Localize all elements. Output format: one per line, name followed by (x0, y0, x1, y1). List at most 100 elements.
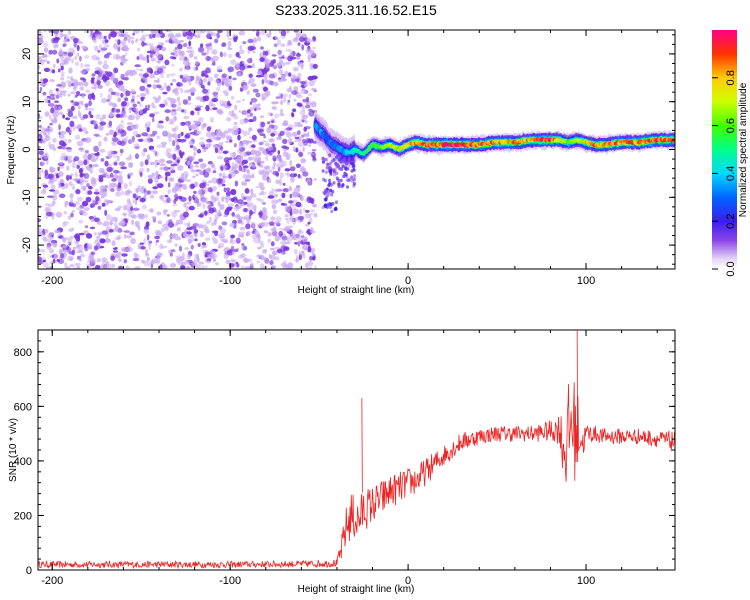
noise-speckle (67, 215, 72, 220)
noise-speckle (68, 181, 73, 187)
noise-speckle (144, 159, 149, 166)
noise-speckle (113, 161, 118, 166)
noise-speckle (129, 172, 134, 176)
colorbar-tick-label: 0.6 (725, 118, 737, 133)
signal-streak (328, 162, 332, 166)
noise-speckle (195, 173, 199, 177)
noise-speckle (253, 115, 257, 122)
noise-speckle (149, 161, 155, 166)
noise-speckle (307, 260, 314, 267)
noise-speckle (267, 112, 272, 115)
noise-speckle (43, 30, 47, 33)
noise-speckle (260, 160, 265, 164)
noise-speckle (299, 110, 306, 116)
noise-speckle (308, 217, 313, 224)
noise-speckle (247, 50, 251, 54)
noise-speckle (64, 202, 69, 207)
noise-speckle (61, 145, 68, 151)
noise-speckle (182, 232, 187, 237)
noise-speckle (38, 227, 43, 234)
noise-speckle (49, 97, 56, 100)
noise-speckle (129, 231, 135, 236)
noise-speckle (114, 207, 121, 212)
noise-speckle (76, 52, 80, 57)
noise-speckle (111, 102, 118, 108)
noise-speckle (188, 205, 195, 211)
noise-speckle (261, 214, 268, 221)
noise-speckle (76, 265, 81, 269)
noise-speckle (196, 148, 202, 154)
noise-speckle (103, 136, 108, 142)
signal-streak (329, 202, 333, 207)
noise-speckle (214, 230, 219, 237)
noise-speckle (172, 88, 178, 92)
noise-speckle (217, 30, 223, 33)
noise-speckle (51, 214, 55, 220)
noise-speckle (156, 144, 163, 149)
noise-speckle (106, 166, 113, 173)
noise-speckle (223, 52, 227, 57)
noise-speckle (172, 233, 176, 239)
noise-speckle (275, 172, 279, 177)
noise-speckle (267, 195, 275, 199)
noise-speckle (233, 198, 239, 203)
noise-speckle (251, 163, 257, 168)
noise-speckle (219, 203, 225, 211)
noise-speckle (147, 137, 151, 144)
noise-speckle (136, 189, 139, 194)
snr-series-line (38, 382, 675, 570)
noise-speckle (111, 136, 119, 142)
noise-speckle (277, 188, 282, 193)
noise-speckle (95, 189, 99, 193)
noise-speckle (252, 155, 259, 162)
noise-speckle (190, 244, 194, 250)
noise-speckle (242, 165, 249, 169)
noise-speckle (307, 221, 311, 225)
noise-speckle (271, 199, 274, 205)
noise-speckle (50, 107, 55, 114)
noise-speckle (82, 200, 89, 207)
noise-speckle (86, 183, 90, 188)
noise-speckle (154, 151, 160, 158)
noise-speckle (311, 75, 317, 80)
noise-speckle (166, 197, 171, 204)
noise-speckle (147, 178, 153, 184)
noise-speckle (183, 222, 189, 226)
noise-speckle (120, 120, 125, 124)
noise-speckle (131, 124, 135, 130)
noise-speckle (202, 224, 208, 231)
noise-speckle (207, 46, 213, 51)
noise-speckle (100, 170, 105, 173)
noise-speckle (220, 103, 226, 107)
noise-speckle (135, 220, 141, 225)
noise-speckle (113, 131, 117, 137)
colorbar-ticks: 0.00.20.40.60.8 (712, 70, 737, 277)
noise-speckle (261, 78, 264, 85)
noise-speckle (221, 73, 228, 79)
noise-speckle (146, 84, 152, 88)
noise-speckle (69, 235, 74, 240)
noise-speckle (75, 125, 82, 129)
noise-speckle (94, 123, 98, 130)
noise-speckle (171, 103, 177, 108)
noise-speckle (136, 101, 141, 104)
noise-speckle (73, 81, 79, 88)
noise-speckle (221, 42, 227, 47)
signal-streak (323, 178, 327, 183)
noise-speckle (130, 88, 136, 93)
noise-speckle (282, 182, 286, 186)
noise-speckle (207, 254, 214, 258)
noise-speckle (283, 119, 288, 126)
noise-speckle (181, 109, 185, 113)
noise-speckle (301, 138, 306, 144)
noise-speckle (305, 241, 311, 246)
noise-speckle (201, 242, 206, 246)
noise-speckle (38, 260, 44, 265)
noise-speckle (279, 112, 285, 117)
noise-speckle (284, 70, 289, 77)
noise-speckle (262, 174, 267, 181)
noise-speckle (139, 187, 146, 194)
noise-speckle (168, 33, 174, 37)
noise-speckle (49, 68, 53, 74)
